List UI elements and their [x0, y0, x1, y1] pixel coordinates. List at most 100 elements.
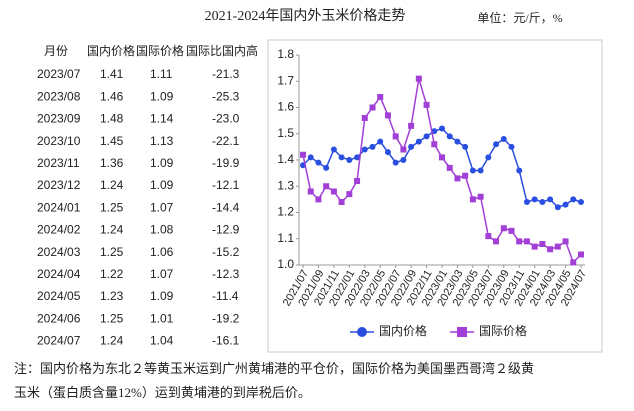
point: [377, 138, 384, 145]
point: [346, 157, 353, 163]
point: [400, 157, 407, 163]
y-tick-label: 1.2: [277, 205, 294, 219]
point: [330, 188, 337, 195]
table-cell: 1.25: [100, 311, 124, 325]
point: [354, 178, 361, 184]
point: [578, 199, 584, 205]
point: [354, 154, 361, 161]
table-cell: -12.9: [212, 223, 240, 237]
table-cell: 1.09: [150, 289, 174, 303]
table-cell: 2023/12: [37, 178, 81, 192]
table-cell: -19.2: [212, 311, 240, 325]
table-cell: 2023/11: [37, 156, 80, 170]
table-header: 国际比国内高: [186, 43, 258, 58]
table-cell: 2024/06: [37, 311, 81, 325]
legend-label: 国际价格: [479, 323, 527, 338]
point: [462, 172, 469, 179]
note-line: 玉米（蛋白质含量12%）运到黄埔港的到岸税后价。: [14, 385, 311, 400]
point: [315, 196, 322, 203]
table-cell: 2024/07: [37, 334, 81, 348]
chart-frame: [267, 39, 603, 353]
point: [516, 167, 523, 174]
table-cell: 1.46: [100, 89, 124, 103]
point: [439, 125, 445, 132]
point: [361, 115, 368, 121]
point: [431, 141, 438, 148]
y-tick-label: 1.0: [277, 257, 294, 271]
table-cell: 1.09: [150, 156, 174, 170]
table-cell: 1.08: [150, 223, 174, 237]
point: [570, 196, 577, 203]
table-cell: 1.07: [150, 267, 174, 281]
table-cell: 1.25: [100, 245, 124, 259]
point: [415, 138, 422, 145]
table-cell: 2023/08: [37, 89, 81, 103]
point: [439, 154, 445, 161]
table-cell: 1.11: [150, 67, 173, 81]
table-cell: 1.24: [100, 223, 124, 237]
point: [315, 159, 322, 166]
table-cell: 2024/03: [37, 245, 81, 259]
point: [400, 146, 407, 153]
table-cell: -21.3: [212, 67, 240, 81]
y-tick-label: 1.1: [277, 231, 294, 245]
y-tick-label: 1.6: [277, 100, 294, 114]
table-cell: -25.3: [212, 89, 240, 103]
title: 2021-2024年国内外玉米价格走势: [205, 8, 406, 24]
point: [570, 259, 577, 266]
point: [408, 143, 415, 150]
table-cell: -12.1: [212, 178, 240, 192]
series-line: [302, 78, 582, 264]
table-cell: 1.36: [100, 156, 124, 170]
point: [346, 191, 353, 198]
point: [462, 143, 469, 150]
table-cell: 2024/04: [37, 267, 81, 281]
point: [307, 188, 314, 195]
table-cell: -23.0: [212, 112, 240, 126]
unit: 单位：元/斤，%: [477, 10, 562, 25]
table-cell: 1.07: [150, 200, 174, 214]
point: [493, 238, 500, 245]
point: [338, 154, 345, 161]
point: [431, 128, 438, 135]
point: [423, 133, 430, 140]
point: [423, 101, 430, 108]
point: [493, 141, 500, 148]
table-cell: -15.2: [212, 245, 240, 259]
point: [531, 196, 538, 203]
y-tick-label: 1.7: [277, 73, 294, 87]
table-cell: 1.25: [100, 200, 124, 214]
point: [300, 151, 306, 158]
point: [508, 143, 515, 150]
point: [469, 167, 476, 174]
point: [516, 238, 523, 245]
point: [531, 243, 538, 250]
point: [446, 133, 453, 140]
table-cell: 1.48: [100, 112, 124, 126]
table-cell: 1.09: [150, 178, 174, 192]
point: [547, 246, 554, 253]
table-cell: 2024/05: [37, 289, 81, 303]
y-tick-label: 1.8: [277, 47, 294, 61]
table-cell: 1.24: [100, 334, 124, 348]
table-cell: 1.04: [150, 334, 174, 348]
table-cell: 1.22: [100, 267, 124, 281]
table-cell: 1.06: [150, 245, 174, 259]
point: [384, 112, 391, 119]
table-header: 国际价格: [136, 43, 184, 58]
table-cell: 1.14: [150, 112, 174, 126]
point: [485, 154, 492, 161]
point: [307, 154, 314, 161]
series-line: [302, 127, 582, 209]
table-cell: -11.4: [212, 289, 239, 303]
y-tick-label: 1.5: [277, 126, 294, 140]
point: [539, 241, 546, 247]
point: [330, 146, 337, 153]
table-cell: 1.24: [100, 178, 124, 192]
table-cell: 1.13: [150, 134, 174, 148]
table-cell: -19.9: [212, 156, 240, 170]
point: [323, 183, 330, 190]
y-tick-label: 1.3: [277, 178, 294, 192]
point: [369, 104, 376, 111]
table-header: 月份: [44, 44, 68, 58]
